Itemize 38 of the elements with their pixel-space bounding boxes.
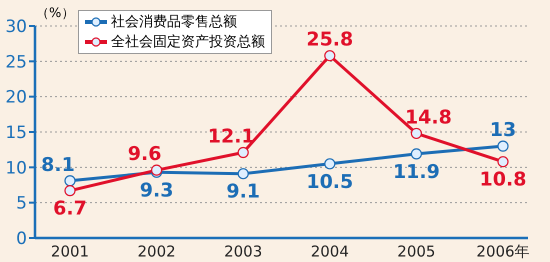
legend-label: 社会消费品零售总额: [111, 13, 237, 32]
point: [410, 148, 422, 160]
data-label: 10.8: [480, 168, 526, 191]
data-label: 13: [490, 119, 516, 142]
data-label: 6.7: [53, 198, 87, 220]
data-label: 12.1: [208, 125, 255, 148]
x-tick-label: 2004: [310, 242, 349, 261]
point: [497, 140, 509, 152]
y-tick-label: 20: [5, 88, 27, 108]
point: [497, 156, 509, 168]
data-label: 11.9: [392, 160, 440, 183]
point: [410, 128, 422, 140]
y-axis-title: （%）: [36, 5, 74, 22]
data-label: 9.1: [226, 180, 260, 203]
y-tick-label: 0: [16, 229, 27, 250]
y-tick-label: 10: [5, 158, 27, 178]
x-tick-label: 2003: [224, 242, 262, 261]
point: [324, 158, 336, 170]
x-tick-label: 2005: [397, 242, 436, 261]
x-tick-label: 2002: [138, 242, 176, 261]
x-tick-label: 2006年: [476, 242, 530, 261]
point: [324, 50, 336, 62]
data-label: 25.8: [306, 28, 354, 51]
y-tick-label: 5: [16, 194, 27, 214]
data-label: 14.8: [404, 106, 452, 128]
y-tick-label: 15: [5, 123, 27, 144]
data-label: 8.1: [41, 154, 75, 176]
y-tick-label: 30: [5, 17, 27, 38]
legend-label: 全社会固定资产投资总额: [111, 33, 265, 52]
data-label: 9.6: [128, 143, 162, 166]
point: [238, 146, 249, 158]
data-label: 10.5: [306, 170, 354, 193]
x-tick-label: 2001: [50, 242, 90, 261]
point: [238, 168, 249, 180]
y-tick-label: 25: [5, 52, 27, 72]
point: [64, 185, 76, 196]
data-label: 9.3: [140, 179, 174, 202]
point: [64, 175, 76, 186]
